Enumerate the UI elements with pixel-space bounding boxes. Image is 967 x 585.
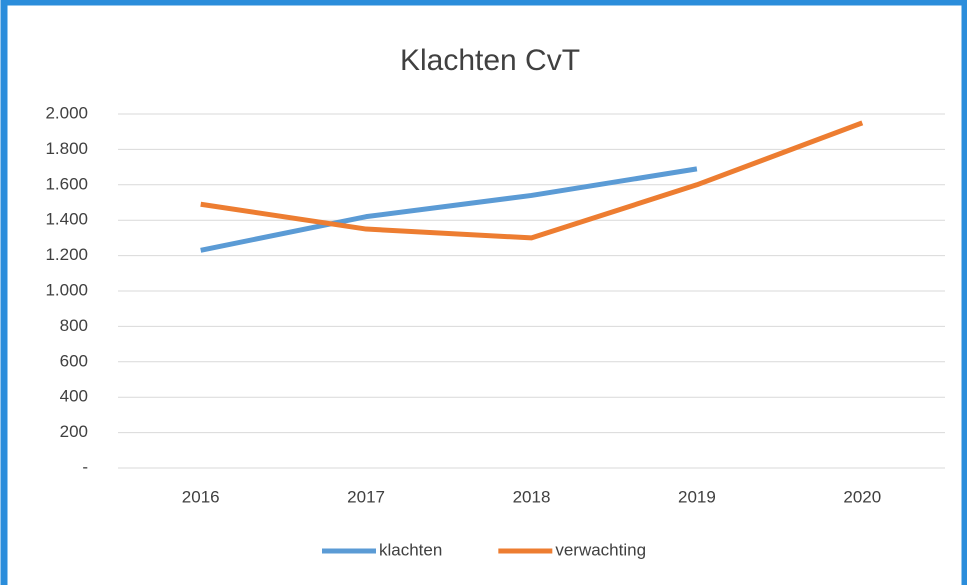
y-tick-label: - (82, 457, 88, 476)
x-tick-label: 2018 (513, 487, 551, 506)
x-tick-label: 2016 (182, 487, 220, 506)
chart-title: Klachten CvT (400, 44, 580, 77)
y-tick-label: 200 (60, 422, 88, 441)
x-tick-label: 2019 (678, 487, 716, 506)
legend-label: klachten (379, 540, 442, 559)
series-line (200, 120, 864, 241)
y-tick-label: 600 (60, 351, 88, 370)
y-tick-label: 1.800 (45, 139, 88, 158)
y-tick-label: 1.000 (45, 280, 88, 299)
legend-label: verwachting (555, 540, 646, 559)
y-tick-label: 1.600 (45, 174, 88, 193)
series-line (200, 166, 698, 253)
y-tick-label: 1.200 (45, 245, 88, 264)
y-tick-label: 2.000 (45, 103, 88, 122)
y-tick-label: 1.400 (45, 210, 88, 229)
x-tick-label: 2017 (347, 487, 385, 506)
y-tick-label: 800 (60, 316, 88, 335)
x-tick-label: 2020 (843, 487, 881, 506)
y-tick-label: 400 (60, 387, 88, 406)
